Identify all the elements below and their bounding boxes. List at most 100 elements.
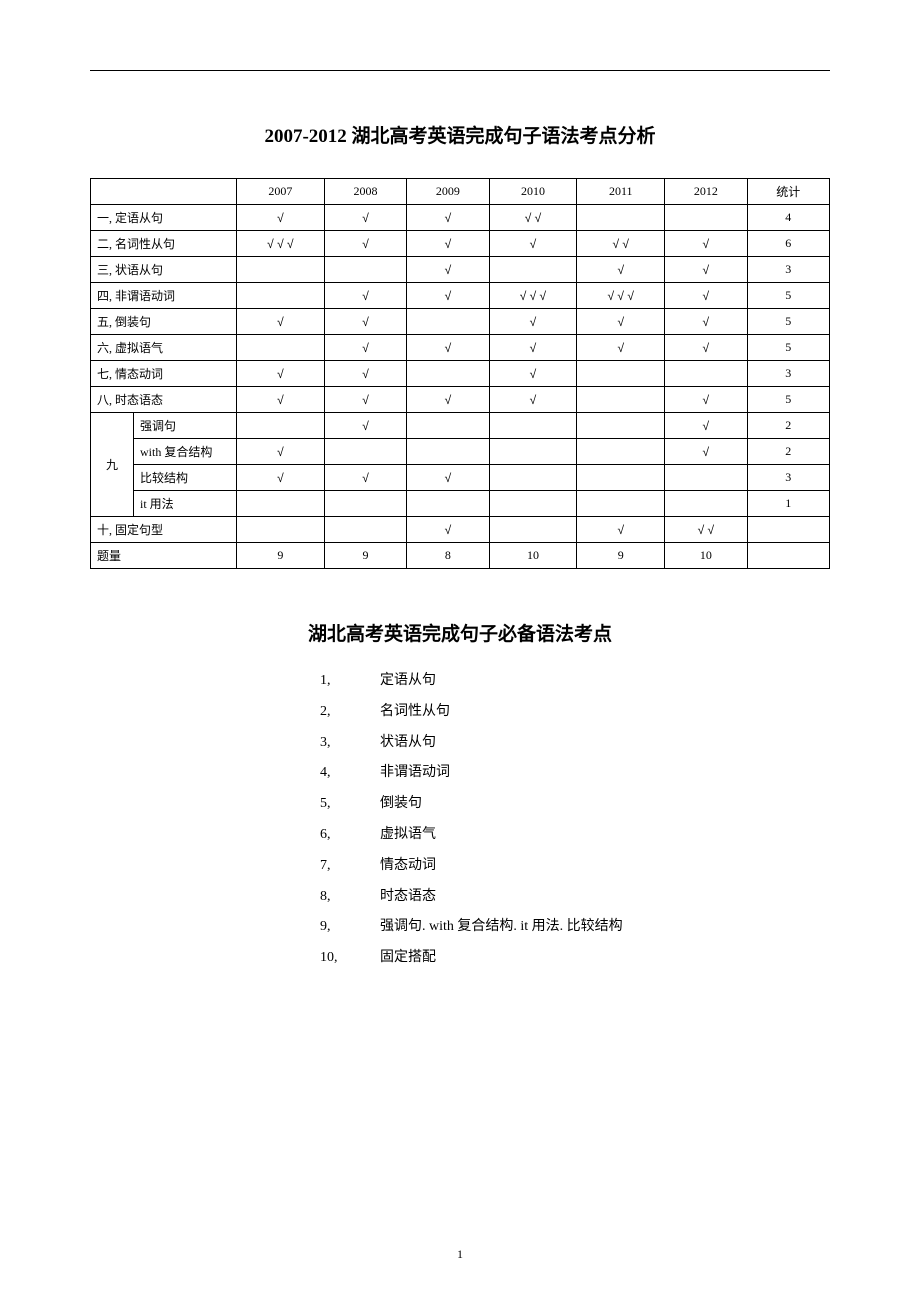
stat-cell: 5: [747, 387, 829, 413]
row-label: 五, 倒装句: [91, 309, 237, 335]
list-item: 8,时态语态: [320, 882, 830, 913]
cell: √ √: [665, 517, 747, 543]
list-item: 4,非谓语动词: [320, 758, 830, 789]
cell: [489, 439, 577, 465]
group9-num: 九: [91, 413, 134, 517]
cell: √: [577, 335, 665, 361]
cell: √: [324, 231, 406, 257]
table-total-row: 题量 9 9 8 10 9 10: [91, 543, 830, 569]
row-label: 七, 情态动词: [91, 361, 237, 387]
cell: √: [665, 283, 747, 309]
total-cell: 9: [577, 543, 665, 569]
cell: √: [407, 257, 489, 283]
list-item: 9,强调句. with 复合结构. it 用法. 比较结构: [320, 912, 830, 943]
table-row: 四, 非谓语动词 √ √ √ √ √ √ √ √ √ 5: [91, 283, 830, 309]
cell: [489, 413, 577, 439]
cell: [237, 283, 325, 309]
document-page: 2007-2012 湖北高考英语完成句子语法考点分析 2007 2008 200…: [0, 0, 920, 1302]
topic-list: 1,定语从句 2,名词性从句 3,状语从句 4,非谓语动词 5,倒装句 6,虚拟…: [320, 666, 830, 974]
row-label: 一, 定语从句: [91, 205, 237, 231]
cell: [237, 335, 325, 361]
table-row: it 用法 1: [91, 491, 830, 517]
stat-cell: 4: [747, 205, 829, 231]
stat-cell: 5: [747, 283, 829, 309]
header-2007: 2007: [237, 179, 325, 205]
cell: [324, 491, 406, 517]
cell: √: [324, 335, 406, 361]
cell: √: [577, 257, 665, 283]
cell: [407, 309, 489, 335]
header-2009: 2009: [407, 179, 489, 205]
cell: [324, 257, 406, 283]
table-row: 比较结构 √ √ √ 3: [91, 465, 830, 491]
cell: √: [407, 387, 489, 413]
total-cell: 10: [665, 543, 747, 569]
list-num: 10,: [320, 943, 380, 974]
total-cell: 10: [489, 543, 577, 569]
list-num: 9,: [320, 912, 380, 943]
cell: √: [489, 387, 577, 413]
stat-cell: [747, 517, 829, 543]
list-num: 4,: [320, 758, 380, 789]
cell: [665, 361, 747, 387]
cell: [577, 387, 665, 413]
sub-label: 强调句: [134, 413, 237, 439]
cell: √: [577, 517, 665, 543]
cell: [577, 439, 665, 465]
list-num: 3,: [320, 728, 380, 759]
cell: √: [237, 387, 325, 413]
stat-cell: 3: [747, 257, 829, 283]
list-text: 名词性从句: [380, 697, 450, 728]
list-num: 5,: [320, 789, 380, 820]
cell: √ √ √: [237, 231, 325, 257]
cell: √: [237, 309, 325, 335]
cell: √ √: [577, 231, 665, 257]
cell: [489, 517, 577, 543]
header-2011: 2011: [577, 179, 665, 205]
cell: √: [407, 231, 489, 257]
list-item: 5,倒装句: [320, 789, 830, 820]
header-stat: 统计: [747, 179, 829, 205]
table-header-row: 2007 2008 2009 2010 2011 2012 统计: [91, 179, 830, 205]
cell: √: [665, 231, 747, 257]
cell: [407, 413, 489, 439]
row-label: 八, 时态语态: [91, 387, 237, 413]
table-row: 三, 状语从句 √ √ √ 3: [91, 257, 830, 283]
total-cell: 9: [237, 543, 325, 569]
stat-cell: 3: [747, 361, 829, 387]
main-title: 2007-2012 湖北高考英语完成句子语法考点分析: [90, 121, 830, 148]
cell: √: [324, 205, 406, 231]
list-text: 情态动词: [380, 851, 436, 882]
cell: [489, 257, 577, 283]
total-cell: 9: [324, 543, 406, 569]
cell: [577, 413, 665, 439]
cell: √: [407, 465, 489, 491]
stat-cell: 6: [747, 231, 829, 257]
list-text: 强调句. with 复合结构. it 用法. 比较结构: [380, 912, 623, 943]
cell: [237, 517, 325, 543]
list-item: 1,定语从句: [320, 666, 830, 697]
table-row: 七, 情态动词 √ √ √ 3: [91, 361, 830, 387]
cell: √: [665, 309, 747, 335]
cell: √ √: [489, 205, 577, 231]
cell: √: [665, 413, 747, 439]
cell: √: [324, 465, 406, 491]
cell: √: [665, 439, 747, 465]
stat-cell: 2: [747, 413, 829, 439]
list-num: 2,: [320, 697, 380, 728]
list-text: 时态语态: [380, 882, 436, 913]
cell: [407, 361, 489, 387]
header-blank: [91, 179, 237, 205]
header-2008: 2008: [324, 179, 406, 205]
cell: [577, 361, 665, 387]
list-item: 6,虚拟语气: [320, 820, 830, 851]
cell: [577, 491, 665, 517]
cell: [407, 439, 489, 465]
cell: √: [489, 335, 577, 361]
list-text: 非谓语动词: [380, 758, 450, 789]
cell: √: [489, 309, 577, 335]
header-2012: 2012: [665, 179, 747, 205]
subtitle: 湖北高考英语完成句子必备语法考点: [90, 619, 830, 646]
cell: [324, 517, 406, 543]
cell: √: [237, 361, 325, 387]
